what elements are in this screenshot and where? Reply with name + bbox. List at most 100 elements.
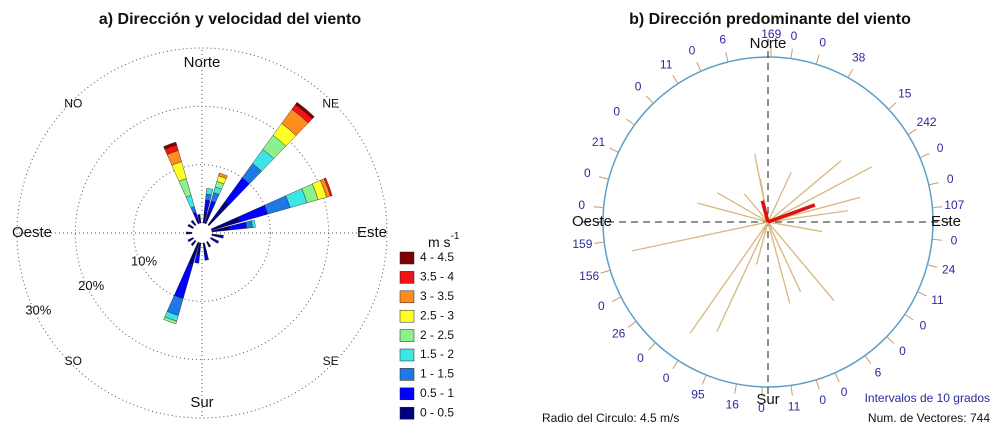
wind-vector (743, 193, 769, 223)
wind-vector (767, 221, 802, 293)
petal-segment (206, 241, 212, 248)
wind-vector (689, 221, 769, 334)
count-tick (919, 153, 930, 158)
petal-segment (224, 177, 250, 206)
petal-segment (197, 214, 201, 218)
petal-segment (202, 242, 208, 255)
petal-segment (185, 195, 195, 209)
legend-label: 1 - 1.5 (420, 367, 454, 381)
legend-swatch (399, 368, 415, 381)
legend-label: 0 - 0.5 (420, 405, 454, 419)
petal-segment (187, 223, 194, 229)
legend-title: m s-1 (428, 231, 460, 250)
direction-label: NE (322, 96, 339, 110)
count-tick (790, 385, 793, 396)
legend-label: 4 - 4.5 (420, 250, 454, 264)
radius-label: Radio del Circulo: 4.5 m/s (542, 411, 679, 425)
count-tick (932, 238, 943, 241)
count-label: 0 (637, 351, 644, 365)
wind-vector (767, 171, 792, 223)
count-tick (696, 61, 702, 72)
petal-segment (173, 263, 194, 299)
count-label: 107 (944, 198, 964, 212)
wind-vector (631, 221, 769, 252)
petal-segment (187, 237, 194, 243)
count-label: 0 (819, 35, 826, 49)
legend-label: 2 - 2.5 (420, 328, 454, 342)
count-label: 0 (663, 371, 670, 385)
count-label: 95 (691, 388, 705, 402)
r-tick-label: 10% (131, 253, 157, 268)
count-tick (593, 206, 604, 209)
petal-segment (251, 219, 256, 228)
wind-vector (716, 192, 769, 223)
direction-label: Este (931, 213, 961, 230)
count-label: 0 (819, 393, 826, 407)
count-tick (701, 374, 707, 385)
r-tick-label: 20% (78, 278, 104, 293)
count-tick (928, 182, 939, 186)
count-label: 159 (572, 237, 592, 251)
petal-segment (218, 172, 228, 179)
petal-segment (194, 253, 200, 264)
count-tick (847, 68, 854, 78)
count-tick (815, 54, 820, 65)
count-tick (888, 102, 897, 110)
count-label: 0 (937, 141, 944, 155)
count-tick (917, 291, 927, 297)
legend-swatch (399, 387, 415, 401)
count-label: 0 (635, 80, 642, 94)
count-label: 6 (875, 365, 882, 379)
legend-swatch (399, 290, 415, 304)
count-tick (834, 372, 840, 383)
petal-segment (205, 188, 214, 196)
wind-vector (767, 166, 872, 223)
count-tick (886, 336, 895, 344)
count-label: 242 (917, 115, 937, 129)
direction-label: NO (64, 96, 82, 110)
count-label: 0 (613, 104, 620, 118)
petal-segment (178, 178, 192, 198)
legend-label: 2.5 - 3 (420, 308, 454, 322)
legend-title-text: m s (428, 234, 451, 250)
legend-label: 3 - 3.5 (420, 289, 454, 303)
count-label: 26 (612, 327, 626, 341)
direction-label: SE (323, 354, 339, 368)
count-tick (932, 206, 943, 209)
wind-vector (767, 160, 842, 223)
count-label: 0 (791, 29, 798, 43)
legend-swatch (399, 406, 415, 420)
count-label: 0 (598, 299, 605, 313)
petal-segment (264, 195, 291, 215)
count-tick (904, 313, 914, 321)
legend-swatch (399, 271, 415, 284)
petal-segment (211, 233, 221, 238)
legend-swatch (399, 309, 415, 323)
count-tick (598, 176, 609, 180)
count-tick (611, 296, 622, 302)
wind-vector (696, 202, 769, 223)
count-tick (734, 383, 738, 394)
count-label: 11 (660, 57, 673, 71)
count-label: 15 (898, 87, 912, 101)
chart-title: a) Dirección y velocidad del viento (99, 11, 362, 28)
count-label: 0 (841, 385, 848, 399)
count-label: 38 (852, 51, 866, 65)
grid-ring (133, 164, 271, 302)
direction-label: Oeste (12, 224, 52, 241)
direction-label: Este (357, 224, 387, 241)
count-tick (594, 241, 605, 244)
petal-segment (190, 219, 197, 227)
petal-segment (204, 253, 209, 261)
petal-segment (185, 231, 193, 235)
mean-vector (760, 200, 770, 223)
count-tick (648, 342, 656, 351)
petal-segment (295, 101, 315, 120)
wind-vector (767, 221, 791, 304)
count-label: 11 (788, 399, 801, 413)
count-tick (672, 74, 679, 84)
interval-label: Intervalos de 10 grados (865, 391, 990, 405)
petal-segment (237, 204, 268, 223)
count-tick (815, 379, 820, 390)
